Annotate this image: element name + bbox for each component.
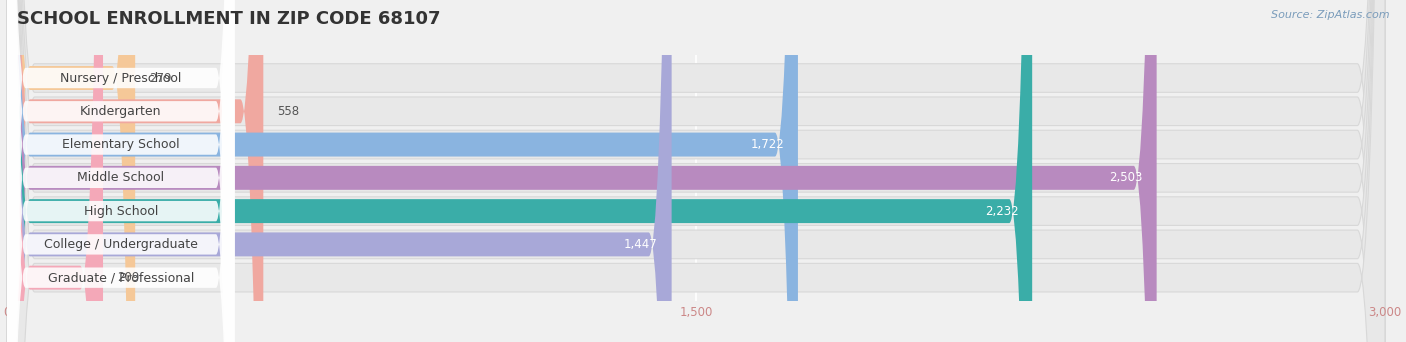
- Text: 2,503: 2,503: [1109, 171, 1143, 184]
- Text: Middle School: Middle School: [77, 171, 165, 184]
- Text: High School: High School: [83, 205, 157, 218]
- Text: 279: 279: [149, 71, 172, 84]
- Text: 558: 558: [277, 105, 299, 118]
- Text: Elementary School: Elementary School: [62, 138, 180, 151]
- FancyBboxPatch shape: [7, 0, 263, 342]
- FancyBboxPatch shape: [7, 0, 135, 342]
- Text: 209: 209: [117, 271, 139, 284]
- Text: 1,447: 1,447: [624, 238, 658, 251]
- FancyBboxPatch shape: [7, 0, 1385, 342]
- FancyBboxPatch shape: [7, 0, 235, 342]
- FancyBboxPatch shape: [7, 0, 799, 342]
- FancyBboxPatch shape: [7, 0, 235, 342]
- FancyBboxPatch shape: [7, 0, 1385, 342]
- Text: SCHOOL ENROLLMENT IN ZIP CODE 68107: SCHOOL ENROLLMENT IN ZIP CODE 68107: [17, 10, 440, 28]
- FancyBboxPatch shape: [7, 0, 1385, 342]
- FancyBboxPatch shape: [7, 0, 1157, 342]
- FancyBboxPatch shape: [7, 0, 235, 342]
- FancyBboxPatch shape: [7, 0, 235, 342]
- FancyBboxPatch shape: [7, 0, 1385, 342]
- Text: 1,722: 1,722: [751, 138, 785, 151]
- FancyBboxPatch shape: [7, 0, 235, 342]
- FancyBboxPatch shape: [7, 0, 672, 342]
- FancyBboxPatch shape: [7, 0, 1385, 342]
- FancyBboxPatch shape: [7, 0, 235, 342]
- FancyBboxPatch shape: [7, 0, 1385, 342]
- Text: 2,232: 2,232: [984, 205, 1018, 218]
- Text: Nursery / Preschool: Nursery / Preschool: [60, 71, 181, 84]
- FancyBboxPatch shape: [7, 0, 1385, 342]
- FancyBboxPatch shape: [7, 0, 235, 342]
- Text: Kindergarten: Kindergarten: [80, 105, 162, 118]
- FancyBboxPatch shape: [7, 0, 103, 342]
- Text: Graduate / Professional: Graduate / Professional: [48, 271, 194, 284]
- Text: College / Undergraduate: College / Undergraduate: [44, 238, 198, 251]
- FancyBboxPatch shape: [7, 0, 1032, 342]
- Text: Source: ZipAtlas.com: Source: ZipAtlas.com: [1271, 10, 1389, 20]
